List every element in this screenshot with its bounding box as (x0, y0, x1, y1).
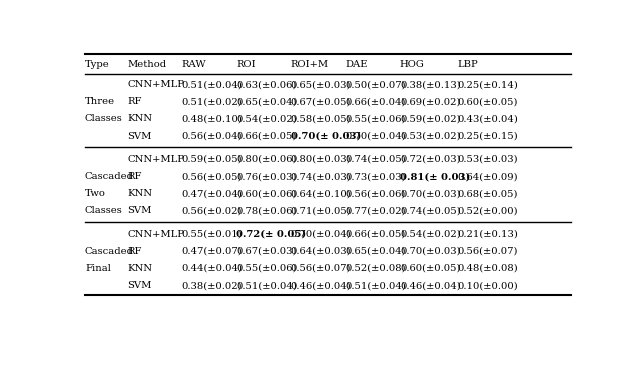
Text: 0.70(±0.03): 0.70(±0.03) (400, 189, 461, 198)
Text: 0.38(±0.02): 0.38(±0.02) (182, 281, 243, 290)
Text: 0.56(±0.02): 0.56(±0.02) (182, 206, 242, 215)
Text: 0.47(±0.07): 0.47(±0.07) (182, 247, 243, 256)
Text: 0.65(±0.03): 0.65(±0.03) (291, 80, 351, 89)
Text: 0.72(±0.03): 0.72(±0.03) (400, 155, 461, 164)
Text: Classes: Classes (85, 206, 123, 215)
Text: 0.55(±0.01): 0.55(±0.01) (182, 230, 243, 239)
Text: 0.55(±0.06): 0.55(±0.06) (346, 115, 406, 123)
Text: 0.80(±0.03): 0.80(±0.03) (291, 155, 351, 164)
Text: 0.64(±0.03): 0.64(±0.03) (291, 247, 351, 256)
Text: 0.56(±0.04): 0.56(±0.04) (182, 132, 243, 141)
Text: 0.76(±0.03): 0.76(±0.03) (236, 172, 297, 181)
Text: 0.67(±0.05): 0.67(±0.05) (291, 97, 351, 106)
Text: 0.56(±0.06): 0.56(±0.06) (346, 189, 406, 198)
Text: 0.69(±0.02): 0.69(±0.02) (400, 97, 460, 106)
Text: 0.73(±0.03): 0.73(±0.03) (346, 172, 406, 181)
Text: 0.59(±0.02): 0.59(±0.02) (400, 115, 461, 123)
Text: KNN: KNN (127, 115, 152, 123)
Text: 0.70(±0.04): 0.70(±0.04) (291, 230, 351, 239)
Text: 0.60(±0.05): 0.60(±0.05) (400, 264, 460, 273)
Text: 0.46(±0.04): 0.46(±0.04) (400, 281, 461, 290)
Text: LBP: LBP (457, 60, 477, 69)
Text: RAW: RAW (182, 60, 206, 69)
Text: 0.38(±0.13): 0.38(±0.13) (400, 80, 461, 89)
Text: 0.71(±0.05): 0.71(±0.05) (291, 206, 351, 215)
Text: 0.70(±0.03): 0.70(±0.03) (400, 247, 461, 256)
Text: 0.43(±0.04): 0.43(±0.04) (457, 115, 518, 123)
Text: Two: Two (85, 189, 106, 198)
Text: 0.74(±0.03): 0.74(±0.03) (291, 172, 351, 181)
Text: 0.74(±0.05): 0.74(±0.05) (346, 155, 406, 164)
Text: 0.50(±0.07): 0.50(±0.07) (346, 80, 406, 89)
Text: 0.51(±0.04): 0.51(±0.04) (236, 281, 297, 290)
Text: Type: Type (85, 60, 109, 69)
Text: SVM: SVM (127, 281, 152, 290)
Text: RF: RF (127, 172, 141, 181)
Text: 0.58(±0.05): 0.58(±0.05) (291, 115, 351, 123)
Text: 0.70(±0.04): 0.70(±0.04) (346, 132, 406, 141)
Text: 0.56(±0.05): 0.56(±0.05) (182, 172, 242, 181)
Text: ROI: ROI (236, 60, 256, 69)
Text: 0.67(±0.03): 0.67(±0.03) (236, 247, 297, 256)
Text: Classes: Classes (85, 115, 123, 123)
Text: 0.53(±0.03): 0.53(±0.03) (457, 155, 518, 164)
Text: 0.51(±0.04): 0.51(±0.04) (182, 80, 243, 89)
Text: RF: RF (127, 97, 141, 106)
Text: 0.52(±0.08): 0.52(±0.08) (346, 264, 406, 273)
Text: 0.21(±0.13): 0.21(±0.13) (457, 230, 518, 239)
Text: 0.72(± 0.05): 0.72(± 0.05) (236, 230, 307, 239)
Text: RF: RF (127, 247, 141, 256)
Text: 0.47(±0.04): 0.47(±0.04) (182, 189, 243, 198)
Text: 0.65(±0.04): 0.65(±0.04) (346, 247, 406, 256)
Text: 0.64(±0.09): 0.64(±0.09) (457, 172, 518, 181)
Text: 0.77(±0.02): 0.77(±0.02) (346, 206, 406, 215)
Text: 0.54(±0.02): 0.54(±0.02) (400, 230, 461, 239)
Text: 0.44(±0.04): 0.44(±0.04) (182, 264, 243, 273)
Text: 0.56(±0.07): 0.56(±0.07) (457, 247, 518, 256)
Text: 0.59(±0.05): 0.59(±0.05) (182, 155, 243, 164)
Text: Cascaded: Cascaded (85, 172, 134, 181)
Text: 0.46(±0.04): 0.46(±0.04) (291, 281, 351, 290)
Text: 0.48(±0.10): 0.48(±0.10) (182, 115, 243, 123)
Text: 0.74(±0.05): 0.74(±0.05) (400, 206, 461, 215)
Text: 0.63(±0.06): 0.63(±0.06) (236, 80, 296, 89)
Text: 0.81(± 0.03): 0.81(± 0.03) (400, 172, 470, 181)
Text: 0.80(±0.06): 0.80(±0.06) (236, 155, 297, 164)
Text: 0.25(±0.15): 0.25(±0.15) (457, 132, 518, 141)
Text: DAE: DAE (346, 60, 368, 69)
Text: 0.48(±0.08): 0.48(±0.08) (457, 264, 518, 273)
Text: 0.60(±0.05): 0.60(±0.05) (457, 97, 518, 106)
Text: SVM: SVM (127, 206, 152, 215)
Text: KNN: KNN (127, 264, 152, 273)
Text: SVM: SVM (127, 132, 152, 141)
Text: 0.25(±0.14): 0.25(±0.14) (457, 80, 518, 89)
Text: 0.65(±0.04): 0.65(±0.04) (236, 97, 297, 106)
Text: 0.51(±0.04): 0.51(±0.04) (346, 281, 406, 290)
Text: CNN+MLP: CNN+MLP (127, 230, 184, 239)
Text: 0.56(±0.07): 0.56(±0.07) (291, 264, 351, 273)
Text: Method: Method (127, 60, 166, 69)
Text: Three: Three (85, 97, 115, 106)
Text: 0.55(±0.06): 0.55(±0.06) (236, 264, 297, 273)
Text: KNN: KNN (127, 189, 152, 198)
Text: Final: Final (85, 264, 111, 273)
Text: 0.52(±0.00): 0.52(±0.00) (457, 206, 518, 215)
Text: 0.64(±0.10): 0.64(±0.10) (291, 189, 351, 198)
Text: 0.53(±0.02): 0.53(±0.02) (400, 132, 461, 141)
Text: 0.78(±0.06): 0.78(±0.06) (236, 206, 297, 215)
Text: 0.70(± 0.03): 0.70(± 0.03) (291, 132, 361, 141)
Text: 0.10(±0.00): 0.10(±0.00) (457, 281, 518, 290)
Text: 0.51(±0.02): 0.51(±0.02) (182, 97, 243, 106)
Text: 0.66(±0.04): 0.66(±0.04) (346, 97, 406, 106)
Text: 0.68(±0.05): 0.68(±0.05) (457, 189, 518, 198)
Text: HOG: HOG (400, 60, 425, 69)
Text: 0.66(±0.05): 0.66(±0.05) (236, 132, 296, 141)
Text: 0.66(±0.05): 0.66(±0.05) (346, 230, 406, 239)
Text: CNN+MLP: CNN+MLP (127, 80, 184, 89)
Text: 0.60(±0.06): 0.60(±0.06) (236, 189, 296, 198)
Text: 0.54(±0.02): 0.54(±0.02) (236, 115, 297, 123)
Text: Cascaded: Cascaded (85, 247, 134, 256)
Text: ROI+M: ROI+M (291, 60, 329, 69)
Text: CNN+MLP: CNN+MLP (127, 155, 184, 164)
